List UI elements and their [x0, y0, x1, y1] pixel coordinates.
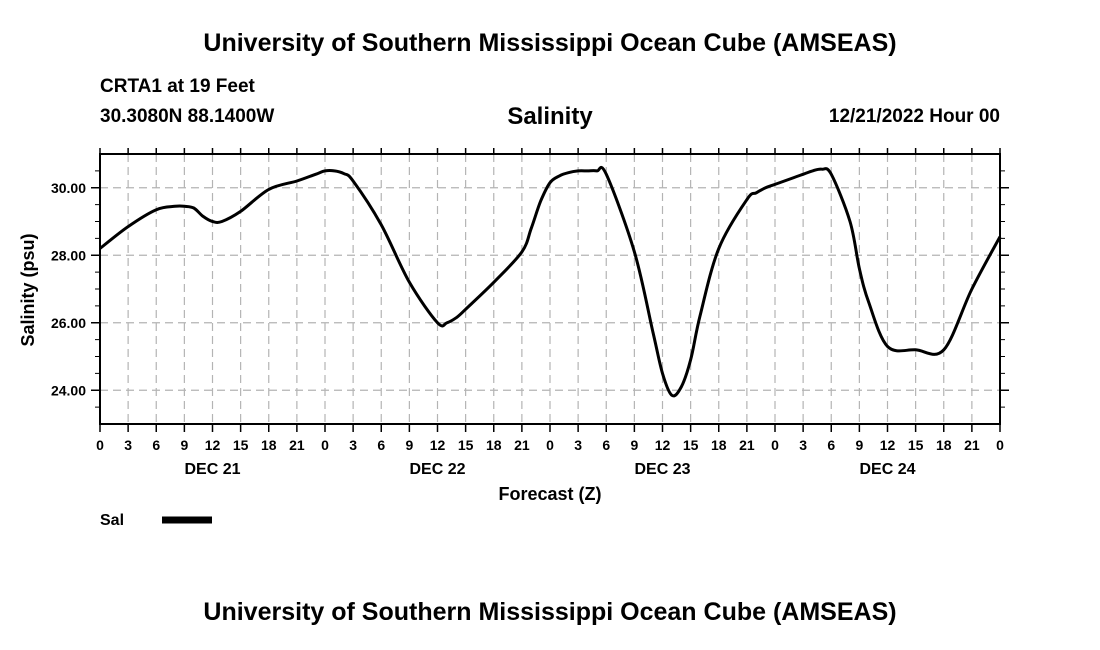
forecast-datetime: 12/21/2022 Hour 00	[828, 106, 1000, 127]
plot-frame	[99, 153, 1001, 425]
y-axis-label: Salinity (psu)	[18, 233, 38, 346]
x-tick-label: 3	[124, 437, 132, 453]
x-tick-label: 0	[321, 437, 329, 453]
station-coords: 30.3080N 88.1400W	[100, 106, 275, 127]
plot-title: Salinity	[507, 103, 593, 130]
x-tick-label: 9	[180, 437, 188, 453]
series-line-sal	[99, 165, 1002, 398]
x-tick-label: 0	[96, 437, 104, 453]
day-label: DEC 23	[634, 461, 690, 478]
x-tick-label: 0	[546, 437, 554, 453]
x-tick-label: 0	[996, 437, 1004, 453]
x-tick-label: 9	[855, 437, 863, 453]
x-tick-label: 18	[936, 437, 952, 453]
x-tick-label: 15	[908, 437, 924, 453]
x-tick-label: 6	[377, 437, 385, 453]
x-tick-label: 3	[349, 437, 357, 453]
x-tick-label: 15	[458, 437, 474, 453]
day-label: DEC 24	[859, 461, 915, 478]
y-tick-label: 28.00	[51, 247, 86, 263]
y-tick-label: 24.00	[51, 382, 86, 398]
chart-title-top: University of Southern Mississippi Ocean…	[203, 29, 897, 57]
y-tick-label: 26.00	[51, 315, 86, 331]
axis-ticks: 0 3 6 9 12 15 18 21 0 3 6 9 12 15 18 21 0 3 6 9 12 15 18 21 0 3 6 9…	[51, 148, 1009, 478]
x-tick-label: 21	[964, 437, 980, 453]
x-tick-label: 15	[683, 437, 699, 453]
x-tick-label: 12	[205, 437, 221, 453]
station-label: CRTA1 at 19 Feet	[100, 76, 255, 97]
x-tick-label: 0	[771, 437, 779, 453]
x-tick-label: 15	[233, 437, 249, 453]
x-tick-label: 21	[514, 437, 530, 453]
x-tick-label: 21	[739, 437, 755, 453]
x-tick-label: 18	[261, 437, 277, 453]
legend-label: Sal	[100, 512, 124, 529]
day-label: DEC 21	[184, 461, 240, 478]
day-label: DEC 22	[409, 461, 465, 478]
grid	[100, 154, 1000, 424]
x-axis-label: Forecast (Z)	[498, 484, 601, 504]
x-tick-label: 9	[630, 437, 638, 453]
x-tick-label: 18	[486, 437, 502, 453]
x-tick-label: 12	[430, 437, 446, 453]
x-tick-label: 21	[289, 437, 305, 453]
x-tick-label: 18	[711, 437, 727, 453]
x-tick-label: 12	[880, 437, 896, 453]
x-tick-label: 6	[152, 437, 160, 453]
chart-title-bottom: University of Southern Mississippi Ocean…	[203, 598, 897, 626]
y-tick-label: 30.00	[51, 180, 86, 196]
x-tick-label: 3	[574, 437, 582, 453]
x-tick-label: 6	[827, 437, 835, 453]
x-tick-label: 6	[602, 437, 610, 453]
x-tick-label: 12	[655, 437, 671, 453]
x-tick-label: 9	[405, 437, 413, 453]
x-tick-label: 3	[799, 437, 807, 453]
